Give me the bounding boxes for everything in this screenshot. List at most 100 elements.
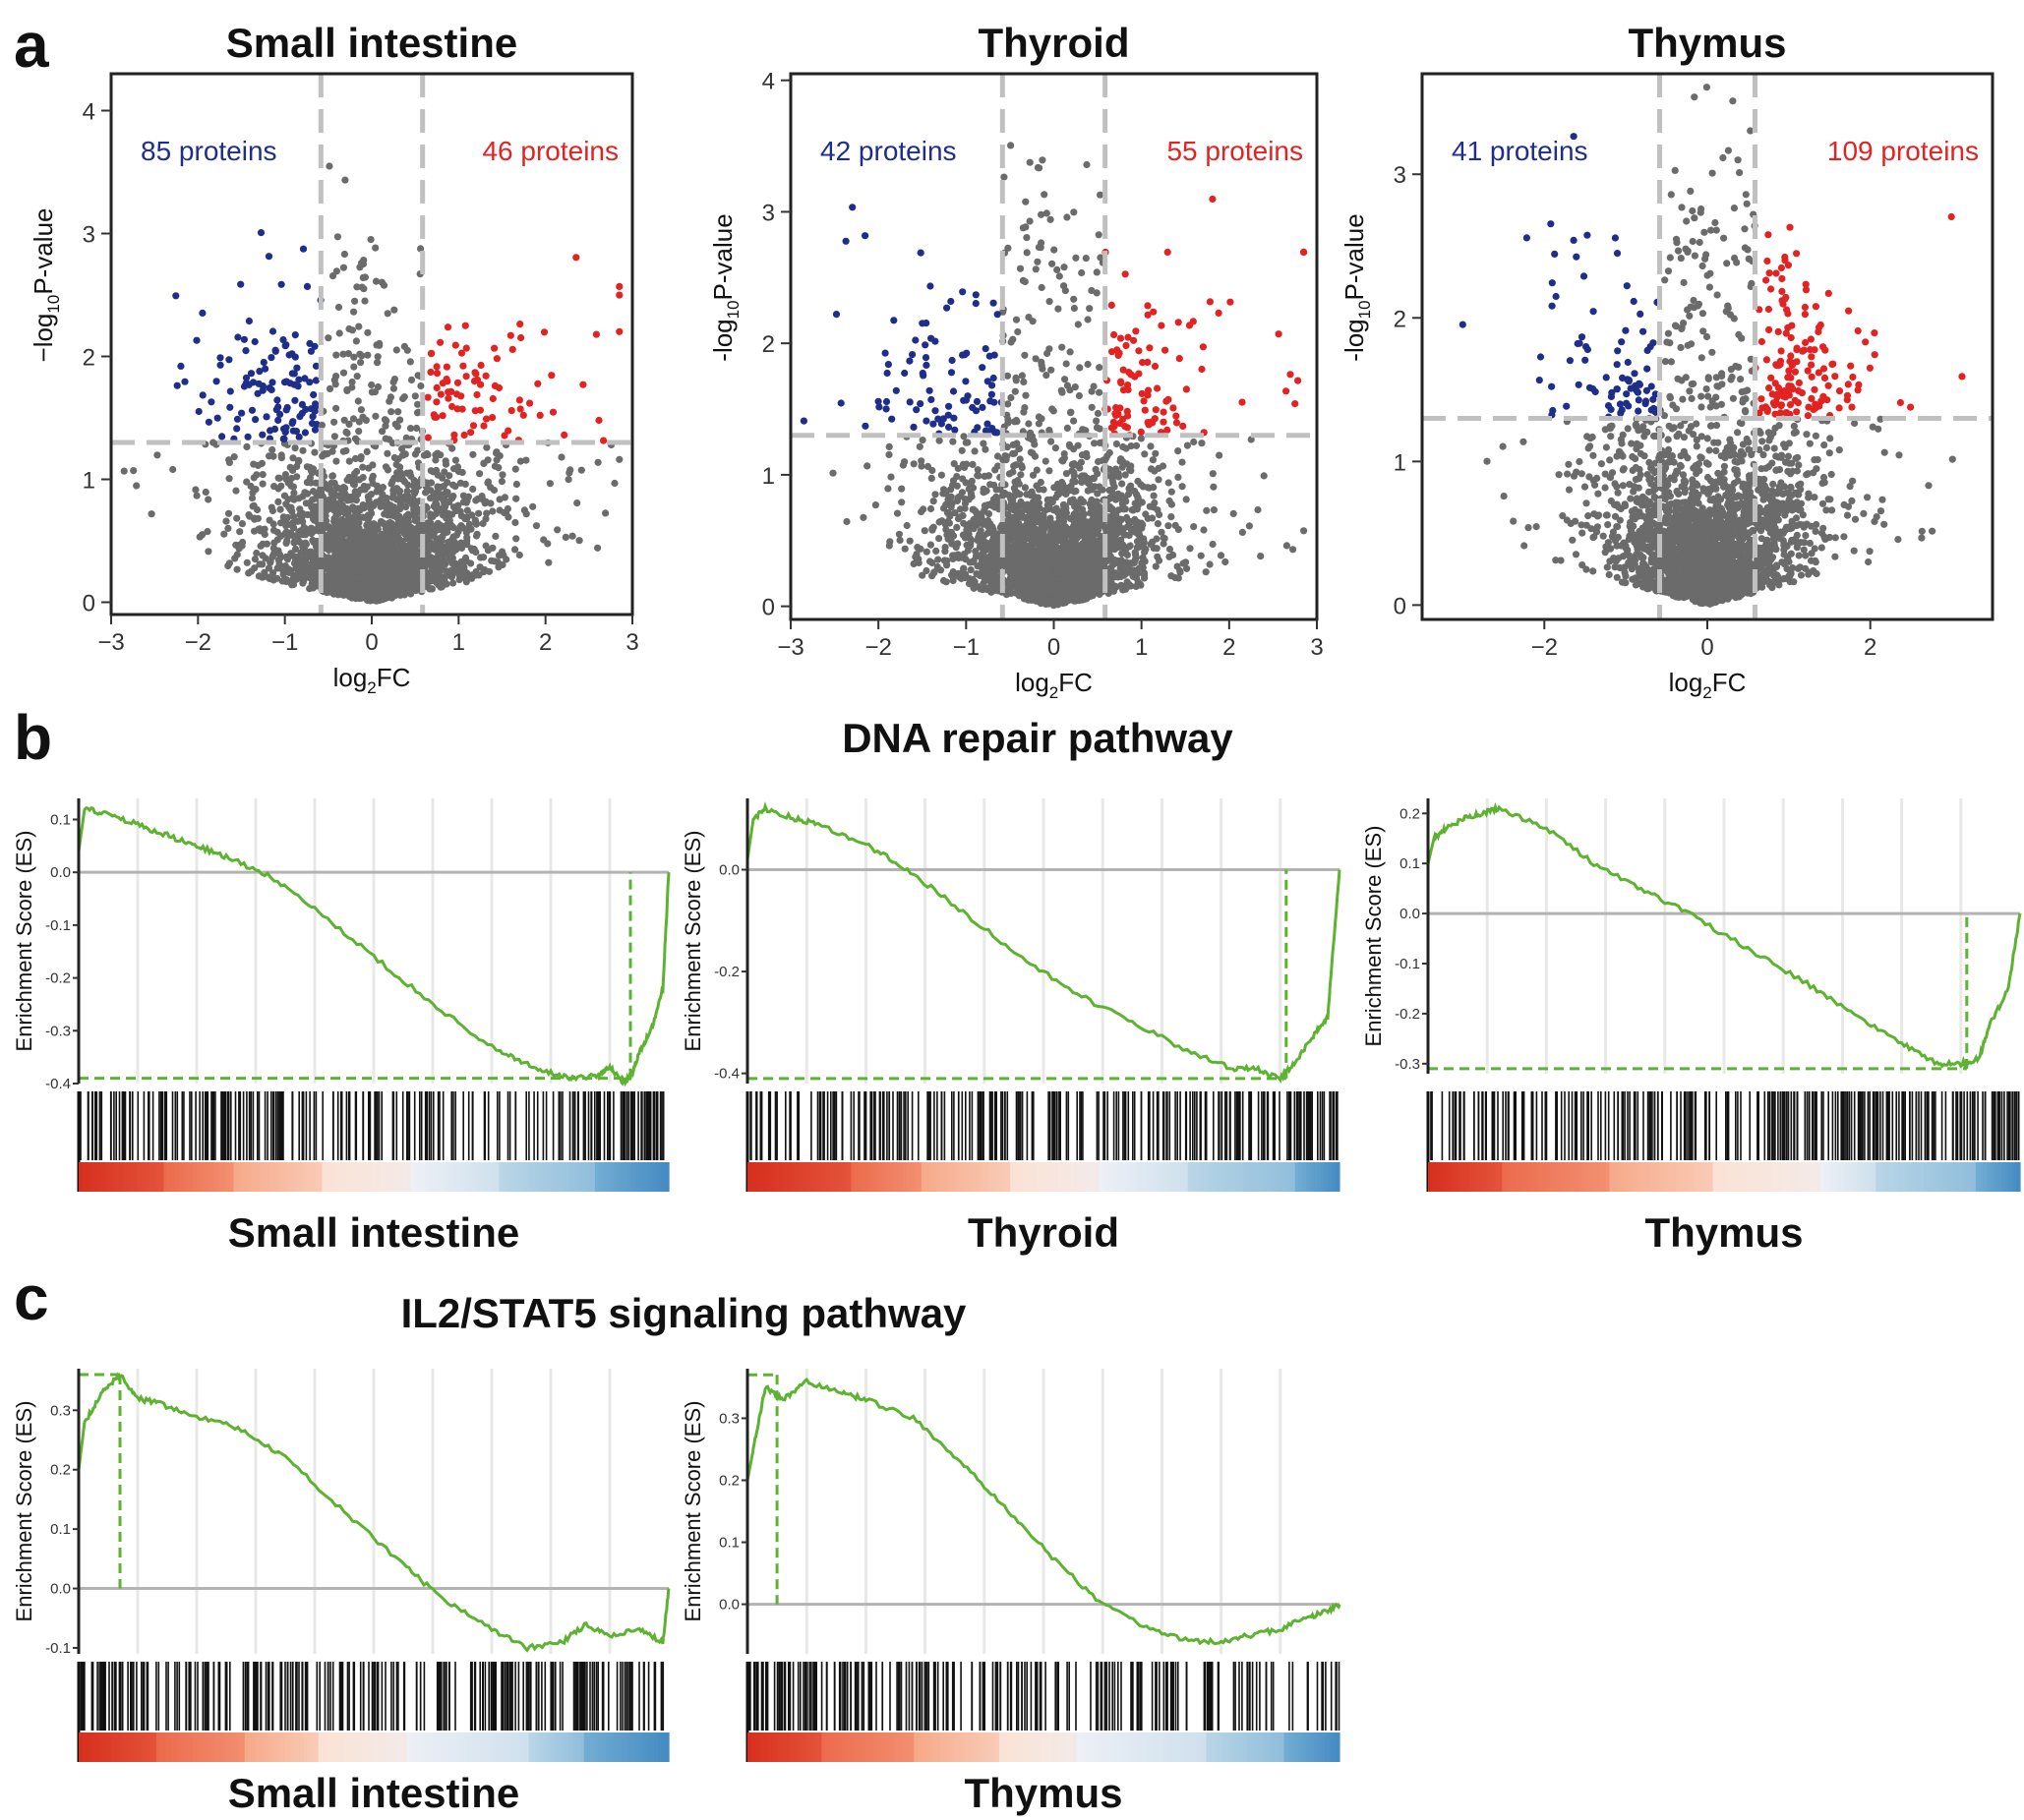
volcano-point xyxy=(280,435,288,442)
volcano-point xyxy=(358,283,366,291)
volcano-point xyxy=(248,406,257,414)
volcano-point xyxy=(1086,305,1094,313)
volcano-point xyxy=(248,494,257,502)
volcano-point xyxy=(311,516,319,524)
volcano-point xyxy=(393,469,401,477)
volcano-point xyxy=(1174,447,1182,455)
volcano-point xyxy=(1122,498,1130,505)
volcano-point xyxy=(529,502,537,510)
volcano-point xyxy=(1141,558,1149,565)
volcano-point xyxy=(1093,268,1101,276)
volcano-point xyxy=(1041,506,1049,515)
volcano-point xyxy=(901,545,909,553)
volcano-point xyxy=(1169,404,1177,412)
volcano-point xyxy=(526,399,534,407)
volcano-point xyxy=(301,573,310,581)
volcano-point xyxy=(443,498,450,506)
volcano-point xyxy=(412,498,420,505)
x-tick-label: 1 xyxy=(452,629,465,656)
volcano-point xyxy=(216,354,224,362)
volcano-point xyxy=(565,476,572,484)
volcano-point xyxy=(1070,460,1078,468)
volcano-point xyxy=(342,567,350,575)
volcano-point xyxy=(982,345,989,353)
volcano-point xyxy=(372,277,381,285)
volcano-point xyxy=(1154,520,1161,528)
volcano-point xyxy=(1070,445,1078,453)
volcano-point xyxy=(224,509,233,517)
volcano-point xyxy=(1137,481,1145,489)
y-tick-label: 4 xyxy=(83,99,95,126)
volcano-point xyxy=(372,591,380,599)
volcano-point xyxy=(396,416,404,424)
volcano-point xyxy=(351,532,359,540)
volcano-point xyxy=(356,574,364,582)
volcano-point xyxy=(1117,557,1125,564)
volcano-point xyxy=(340,416,348,424)
volcano-point xyxy=(349,415,358,423)
volcano-point xyxy=(407,472,415,480)
volcano-point xyxy=(1238,528,1246,537)
volcano-point xyxy=(351,297,359,305)
volcano-point xyxy=(404,542,412,550)
volcano-point xyxy=(616,291,624,299)
volcano-point xyxy=(251,337,259,346)
volcano-point xyxy=(459,362,467,370)
volcano-point xyxy=(508,345,516,353)
volcano-point xyxy=(289,454,297,462)
volcano-point xyxy=(299,245,308,253)
volcano-point xyxy=(1210,506,1218,514)
volcano-point xyxy=(274,474,282,482)
volcano-point xyxy=(326,564,333,573)
volcano-point xyxy=(204,528,211,536)
volcano-point xyxy=(600,437,608,444)
volcano-point xyxy=(602,509,610,517)
volcano-point xyxy=(1206,560,1214,568)
volcano-point xyxy=(1114,470,1122,478)
volcano-point xyxy=(399,579,407,588)
volcano-point xyxy=(312,362,321,370)
volcano-point xyxy=(407,533,416,542)
volcano-point xyxy=(577,466,585,474)
volcano-point xyxy=(289,427,297,435)
volcano-point xyxy=(945,423,953,431)
volcano-point xyxy=(406,425,415,433)
volcano-point xyxy=(340,250,348,259)
volcano-point xyxy=(286,505,294,513)
volcano-point xyxy=(222,517,230,525)
volcano-point xyxy=(299,531,307,539)
volcano-point xyxy=(1004,400,1012,408)
volcano-point xyxy=(359,273,367,281)
volcano-point xyxy=(927,474,935,482)
volcano-point xyxy=(193,492,201,499)
volcano-point xyxy=(177,362,185,370)
volcano-point xyxy=(579,381,587,388)
volcano-point xyxy=(372,412,380,420)
volcano-point xyxy=(491,344,499,352)
volcano-point xyxy=(1254,505,1262,514)
volcano-point xyxy=(863,462,871,470)
volcano-point xyxy=(283,537,291,545)
volcano-point xyxy=(1294,377,1302,384)
y-tick-label: 3 xyxy=(83,222,95,249)
volcano-point xyxy=(199,531,207,539)
volcano-point xyxy=(888,415,896,423)
volcano-point xyxy=(482,415,491,423)
volcano-point xyxy=(499,560,506,569)
volcano-point xyxy=(368,388,376,396)
volcano-point xyxy=(252,416,260,424)
volcano-point xyxy=(205,496,212,503)
volcano-point xyxy=(344,529,352,537)
volcano-point xyxy=(428,349,436,357)
volcano-point xyxy=(1077,458,1085,466)
volcano-point xyxy=(353,373,361,381)
volcano-point xyxy=(439,543,446,551)
volcano-point xyxy=(947,493,955,500)
volcano-point xyxy=(437,521,445,530)
volcano-point xyxy=(1209,470,1217,478)
volcano-point xyxy=(948,356,956,365)
volcano-point xyxy=(1074,321,1082,328)
volcano-point xyxy=(546,480,555,488)
volcano-point xyxy=(259,480,267,488)
volcano-point xyxy=(1112,440,1120,448)
